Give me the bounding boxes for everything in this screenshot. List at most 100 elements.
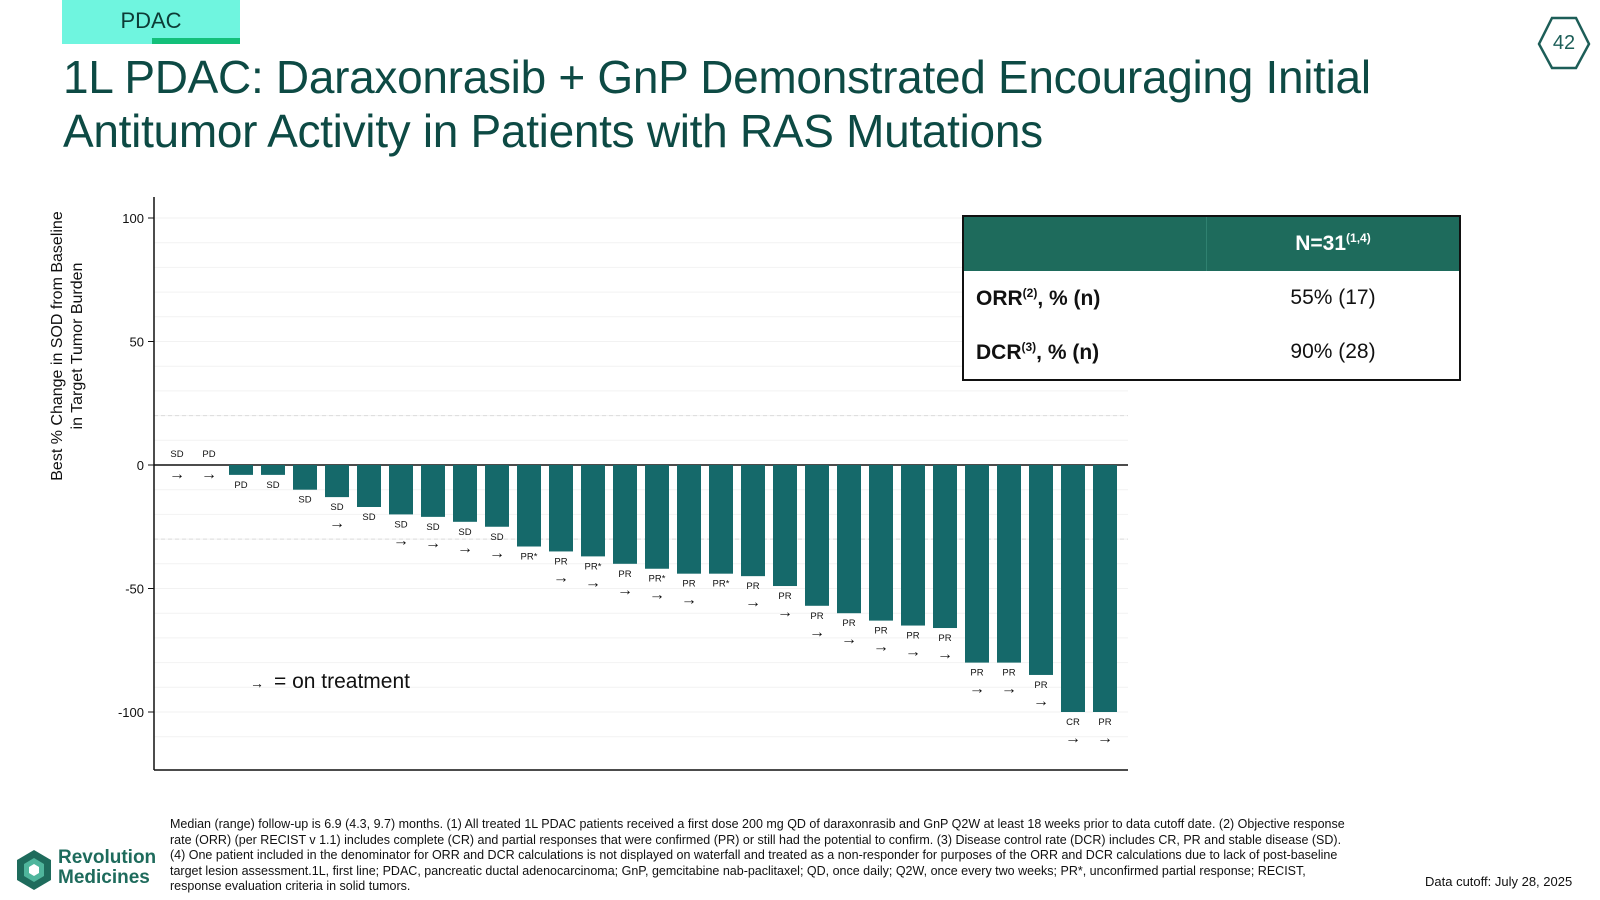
- table-row-label: DCR(3), % (n): [976, 340, 1099, 365]
- page-number: 42: [1552, 32, 1576, 54]
- bar: [1029, 465, 1053, 675]
- hexagon-icon: [1537, 16, 1591, 70]
- bar: [517, 465, 541, 547]
- on-treatment-arrow: →: [937, 646, 953, 663]
- on-treatment-arrow: →: [553, 569, 569, 586]
- orr-sup: (2): [1022, 286, 1038, 300]
- bar: [261, 465, 285, 475]
- footnote: Median (range) follow-up is 6.9 (4.3, 9.…: [170, 817, 1345, 893]
- bar: [421, 465, 445, 517]
- on-treatment-arrow: →: [1033, 693, 1049, 710]
- bar-label: PR: [1098, 717, 1111, 728]
- bar-label: PR: [810, 611, 823, 622]
- bar: [581, 465, 605, 557]
- on-treatment-arrow: →: [681, 592, 697, 609]
- y-axis-label-line-1: Best % Change in SOD from Baseline: [49, 211, 66, 481]
- bar: [741, 465, 765, 577]
- bar-label: PR: [1034, 680, 1047, 691]
- bar: [805, 465, 829, 606]
- page-title-line-1: 1L PDAC: Daraxonrasib + GnP Demonstrated…: [63, 51, 1371, 103]
- on-treatment-arrow: →: [873, 639, 889, 656]
- dcr-label: DCR: [976, 341, 1022, 364]
- bar: [549, 465, 573, 552]
- on-treatment-arrow: →: [1001, 681, 1017, 698]
- bar: [933, 465, 957, 629]
- on-treatment-legend-text: = on treatment: [274, 670, 410, 693]
- bar: [1061, 465, 1085, 712]
- bar: [357, 465, 381, 507]
- bar-label: PR: [618, 569, 631, 580]
- on-treatment-arrow: →: [489, 545, 505, 562]
- data-cutoff: Data cutoff: July 28, 2025: [1425, 874, 1573, 889]
- bar: [965, 465, 989, 663]
- on-treatment-arrow: →: [841, 631, 857, 648]
- bar-label: SD: [330, 502, 343, 513]
- on-treatment-arrow: →: [617, 582, 633, 599]
- y-tick-label: -50: [125, 582, 144, 597]
- bar: [293, 465, 317, 490]
- logo-text-line-2: Medicines: [58, 867, 150, 888]
- bar-label: SD: [266, 480, 279, 491]
- response-summary-table: N=31(1,4) ORR(2), % (n) 55% (17) DCR(3),…: [962, 215, 1461, 381]
- on-treatment-arrow: →: [1065, 730, 1081, 747]
- on-treatment-arrow: →: [329, 515, 345, 532]
- bar: [1093, 465, 1117, 712]
- bar-label: PR: [778, 591, 791, 602]
- bar: [837, 465, 861, 614]
- orr-suffix: , % (n): [1037, 287, 1101, 310]
- bar: [325, 465, 349, 498]
- dcr-suffix: , % (n): [1036, 341, 1100, 364]
- y-tick-label: -100: [118, 705, 144, 720]
- bar-label: PR: [970, 668, 983, 679]
- bar-label: SD: [170, 449, 183, 460]
- on-treatment-arrow: →: [745, 594, 761, 611]
- on-treatment-arrow: →: [1097, 730, 1113, 747]
- on-treatment-arrow: →: [969, 681, 985, 698]
- logo-text-line-1: Revolution: [58, 847, 157, 868]
- bar-label: PR: [746, 581, 759, 592]
- on-treatment-arrow: →: [425, 535, 441, 552]
- bar: [453, 465, 477, 522]
- bar: [869, 465, 893, 621]
- bar-label: PR*: [649, 574, 666, 585]
- table-row-label: ORR(2), % (n): [976, 286, 1100, 311]
- on-treatment-arrow: →: [777, 604, 793, 621]
- logo-text: Revolution Medicines: [58, 848, 156, 888]
- y-axis-label-line-2: in Target Tumor Burden: [69, 262, 86, 430]
- bar-label: PR: [938, 633, 951, 644]
- section-tag-label: PDAC: [120, 8, 182, 33]
- hexagon-logo-icon: [17, 850, 51, 890]
- dcr-value: 90% (28): [1290, 340, 1376, 363]
- section-tag-accent: [152, 38, 240, 44]
- bar-label: CR: [1066, 717, 1080, 728]
- bar-label: PR*: [521, 552, 538, 563]
- dcr-sup: (3): [1021, 340, 1037, 354]
- y-tick-label: 100: [122, 211, 144, 226]
- bar-label: PR: [874, 626, 887, 637]
- table-header-divider: [1206, 217, 1207, 271]
- bar-label: PD: [202, 449, 215, 460]
- orr-value: 55% (17): [1290, 286, 1376, 309]
- table-row-dcr: DCR(3), % (n) 90% (28): [964, 325, 1459, 379]
- page-title: 1L PDAC: Daraxonrasib + GnP Demonstrated…: [63, 50, 1443, 158]
- bar-label: SD: [426, 522, 439, 533]
- y-axis-label: Best % Change in SOD from Baseline in Ta…: [48, 66, 88, 626]
- on-treatment-legend: → = on treatment: [250, 670, 410, 694]
- bar-label: SD: [394, 519, 407, 530]
- bar: [677, 465, 701, 574]
- on-treatment-arrow: →: [201, 466, 217, 483]
- bar: [645, 465, 669, 569]
- table-header-n-sup: (1,4): [1346, 231, 1371, 245]
- on-treatment-arrow: →: [169, 466, 185, 483]
- company-logo: Revolution Medicines: [14, 848, 164, 892]
- bar: [997, 465, 1021, 663]
- y-tick-label: 50: [130, 335, 144, 350]
- page-number-badge: 42: [1536, 16, 1592, 72]
- bar-label: PR*: [585, 561, 602, 572]
- orr-label: ORR: [976, 287, 1023, 310]
- table-header: N=31(1,4): [964, 217, 1459, 271]
- on-treatment-arrow: →: [905, 644, 921, 661]
- table-row-orr: ORR(2), % (n) 55% (17): [964, 271, 1459, 325]
- bar: [773, 465, 797, 587]
